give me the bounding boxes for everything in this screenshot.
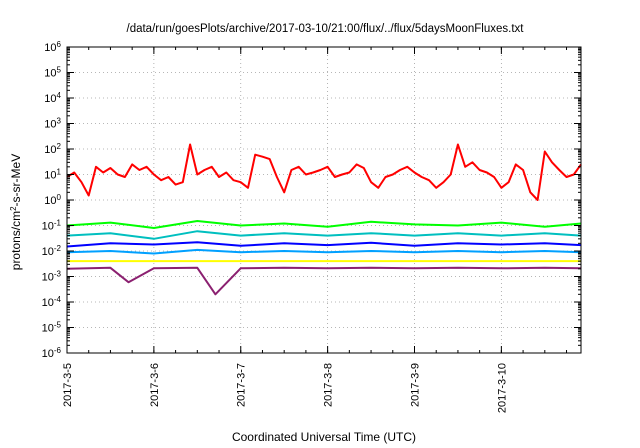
y-tick-label: 101 xyxy=(44,167,61,182)
x-axis-label: Coordinated Universal Time (UTC) xyxy=(232,430,416,444)
x-tick-label: 2017-3-9 xyxy=(409,363,421,407)
y-tick-label: 10-5 xyxy=(42,320,62,335)
series-line-3 xyxy=(66,230,582,240)
series-line-7 xyxy=(66,266,582,296)
ticks xyxy=(66,46,581,354)
grid xyxy=(67,47,581,353)
y-axis-label: protons/cm2-s-sr-MeV xyxy=(9,154,24,270)
y-tick-label: 103 xyxy=(44,116,61,131)
x-tick-label: 2017-3-5 xyxy=(62,363,74,407)
series-line-2 xyxy=(66,220,582,229)
x-tick-label: 2017-3-7 xyxy=(236,363,248,407)
series-line-5 xyxy=(66,248,582,255)
series-layer xyxy=(66,143,582,296)
y-tick-label: 10-4 xyxy=(42,295,62,310)
x-tick-label: 2017-3-6 xyxy=(149,363,161,407)
x-tick-label: 2017-3-8 xyxy=(323,363,335,407)
y-tick-label: 104 xyxy=(44,91,61,106)
series-line-4 xyxy=(66,241,582,248)
y-tick-label: 10-2 xyxy=(42,244,62,259)
series-line-1 xyxy=(66,143,582,201)
x-tick-labels: 2017-3-5 2017-3-6 2017-3-7 2017-3-8 2017-3-9… xyxy=(62,363,508,413)
y-tick-label: 106 xyxy=(44,40,61,55)
y-tick-labels: 10-6 10-5 10-4 10-3 10-2 10-1 100 101 102 103 104 1… xyxy=(42,40,62,361)
y-tick-label: 102 xyxy=(44,142,61,157)
y-tick-label: 100 xyxy=(44,193,61,208)
x-tick-label: 2017-3-10 xyxy=(496,363,508,413)
chart-title: /data/run/goesPlots/archive/2017-03-10/2… xyxy=(127,23,525,35)
y-tick-label: 10-6 xyxy=(42,346,62,361)
y-tick-label: 10-3 xyxy=(42,269,62,284)
y-tick-label: 105 xyxy=(44,65,61,80)
y-tick-label: 10-1 xyxy=(42,218,62,233)
